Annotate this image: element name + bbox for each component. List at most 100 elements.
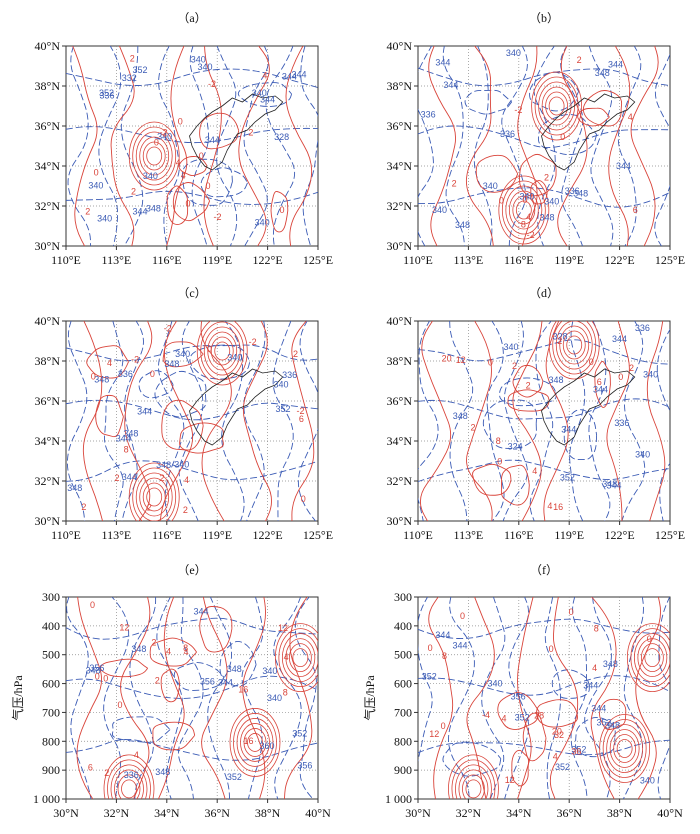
red-contour [100,658,149,678]
theta-e-contour [448,597,475,799]
theta-e-label: 336 [614,418,629,428]
x-tick-label: 119°E [202,528,232,542]
coastline [541,368,636,446]
theta-e-contour [66,344,318,362]
red-contour [120,597,151,799]
red-contour [637,638,668,677]
x-tick-label: 125°E [303,253,333,267]
red-contour-label: 8 [124,445,129,455]
red-contour [608,46,631,246]
y-tick-label: 30°N [35,239,61,253]
red-contour [142,482,166,512]
theta-e-label: 344 [435,630,450,640]
red-contour-label: 12 [429,729,439,739]
x-tick-label: 116°E [152,528,182,542]
theta-e-contour [216,46,238,246]
theta-e-contour [502,321,528,521]
red-contour [548,321,600,380]
theta-e-contour [418,67,670,87]
theta-e-contour [656,328,670,521]
red-contour-label: 28 [534,710,544,720]
x-tick-label: 32°N [104,806,130,820]
red-contour [616,739,633,758]
theta-e-contour [418,597,433,762]
red-contour [466,321,493,521]
theta-e-contour [563,409,598,461]
x-tick-label: 36°N [556,806,582,820]
theta-e-label: 340 [191,55,206,65]
theta-e-contour [486,321,505,521]
theta-e-contour [570,597,588,799]
theta-e-label: 328 [274,132,289,142]
red-contour-label: 8 [496,436,501,446]
red-contour [124,321,153,521]
y-tick-label: 500 [42,648,60,662]
red-contour [543,321,569,521]
red-contour [291,321,315,521]
red-contour-label: -2 [160,127,168,137]
red-contour [465,779,482,799]
red-contour [530,180,548,205]
theta-e-contour [482,399,538,449]
red-contour-label: 2 [155,676,160,686]
theta-e-label: 356 [89,663,104,673]
red-contour [630,628,670,687]
y-tick-label: 900 [394,763,412,777]
theta-e-contour [418,675,670,696]
theta-e-label: 360 [260,741,275,751]
red-contour [179,422,225,454]
red-contour [522,712,547,762]
red-contour [512,195,536,225]
theta-e-contour [588,46,614,246]
red-contour [451,759,496,799]
theta-e-contour [449,321,474,521]
theta-e-label: 344 [132,206,147,216]
red-contour [72,46,98,246]
theta-e-contour [181,158,233,206]
red-contour-label: 0 [150,369,155,379]
theta-e-contour [67,46,91,246]
y-tick-label: 40°N [387,314,413,328]
y-tick-label: 38°N [35,79,61,93]
theta-e-label: 352 [133,65,148,75]
y-tick-label: 36°N [387,119,413,133]
theta-e-label: 348 [549,375,564,385]
red-contour-label: 0 [117,700,122,710]
x-tick-label: 113°E [454,253,484,267]
theta-e-label: 336 [124,770,139,780]
red-contour-label: -2 [208,79,216,89]
theta-e-contour [158,321,185,521]
y-tick-label: 38°N [387,79,413,93]
red-contour [82,321,104,521]
red-contour [545,91,568,121]
red-contour-label: 2 [577,55,582,65]
red-contour-label: 0 [95,672,100,682]
theta-e-contour [66,190,318,205]
red-contour [157,597,185,799]
y-tick-label: 32°N [387,199,413,213]
red-contour-label: 0 [90,600,95,610]
contour-layer: 3483443443523403483523443523443523563523… [418,597,670,799]
theta-e-contour [219,640,257,687]
red-contour-label: 2 [85,206,90,216]
x-tick-label: 125°E [303,528,333,542]
red-contour [128,462,180,521]
red-contour [86,345,129,379]
red-contour [95,394,124,438]
theta-e-label: 344 [292,70,307,80]
panel-c: （c） 110°E 113°E 116°E 119°E 122°E 125°E 30°N 32°… [35,286,334,542]
red-contour [207,331,238,371]
red-contour [562,330,586,360]
theta-e-label: 348 [67,483,82,493]
red-contour-label: -2 [131,354,139,364]
red-contour [270,191,289,233]
red-contour [166,185,189,225]
theta-e-label: 352 [292,728,307,738]
theta-e-contour [265,46,296,246]
red-contour-label: 4 [107,358,112,368]
y-tick-label: 800 [42,734,60,748]
red-contour-label: 20 [442,354,452,364]
theta-e-label: 348 [86,665,101,675]
theta-e-label: 340 [88,180,103,190]
y-tick-label: 36°N [35,394,61,408]
